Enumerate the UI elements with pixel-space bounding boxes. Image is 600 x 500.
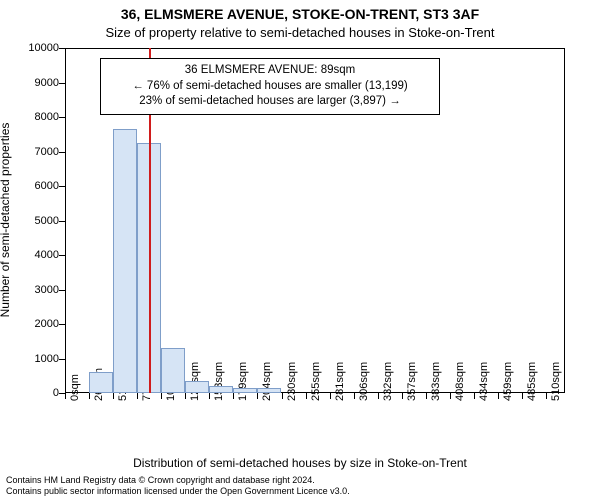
x-tick-label: 153sqm [213, 362, 225, 401]
x-tick-label: 434sqm [478, 362, 490, 401]
x-tick-label: 459sqm [502, 362, 514, 401]
x-tick [354, 393, 355, 399]
histogram-chart: 0100020003000400050006000700080009000100… [65, 48, 565, 393]
x-tick-label: 510sqm [550, 362, 562, 401]
y-tick-label: 5000 [3, 215, 59, 227]
histogram-bar [113, 129, 137, 393]
x-axis-label: Distribution of semi-detached houses by … [0, 456, 600, 470]
x-tick-label: 306sqm [358, 362, 370, 401]
annotation-line-1: 36 ELMSMERE AVENUE: 89sqm [107, 63, 433, 79]
page-root: 36, ELMSMERE AVENUE, STOKE-ON-TRENT, ST3… [0, 0, 600, 500]
property-annotation: 36 ELMSMERE AVENUE: 89sqm← 76% of semi-d… [100, 58, 440, 115]
y-tick-label: 9000 [3, 77, 59, 89]
x-tick-label: 204sqm [261, 362, 273, 401]
x-tick [185, 393, 186, 399]
histogram-bar [89, 372, 113, 393]
x-tick [233, 393, 234, 399]
y-tick-label: 1000 [3, 353, 59, 365]
y-tick-label: 0 [3, 387, 59, 399]
x-tick [137, 393, 138, 399]
x-tick [330, 393, 331, 399]
histogram-bar [233, 388, 257, 393]
x-tick [402, 393, 403, 399]
x-tick [113, 393, 114, 399]
x-tick [306, 393, 307, 399]
x-tick [209, 393, 210, 399]
x-tick [474, 393, 475, 399]
annotation-line-3: 23% of semi-detached houses are larger (… [107, 94, 433, 110]
y-tick [59, 290, 65, 291]
x-tick [89, 393, 90, 399]
y-tick [59, 152, 65, 153]
footer-line-1: Contains HM Land Registry data © Crown c… [6, 475, 315, 485]
y-tick-label: 8000 [3, 111, 59, 123]
footer-attribution: Contains HM Land Registry data © Crown c… [6, 475, 350, 498]
y-tick [59, 221, 65, 222]
chart-subtitle: Size of property relative to semi-detach… [0, 25, 600, 40]
x-tick [522, 393, 523, 399]
y-tick-label: 7000 [3, 146, 59, 158]
y-tick [59, 255, 65, 256]
footer-line-2: Contains public sector information licen… [6, 486, 350, 496]
y-tick [59, 117, 65, 118]
chart-title: 36, ELMSMERE AVENUE, STOKE-ON-TRENT, ST3… [0, 6, 600, 22]
x-tick [378, 393, 379, 399]
y-tick [59, 186, 65, 187]
x-tick-label: 357sqm [406, 362, 418, 401]
histogram-bar [161, 348, 185, 393]
x-tick [282, 393, 283, 399]
x-tick-label: 179sqm [237, 362, 249, 401]
x-tick [161, 393, 162, 399]
y-tick [59, 359, 65, 360]
y-tick-label: 3000 [3, 284, 59, 296]
y-tick-label: 10000 [3, 42, 59, 54]
x-tick-label: 281sqm [334, 362, 346, 401]
x-tick-label: 0sqm [69, 374, 81, 401]
x-tick-label: 255sqm [310, 362, 322, 401]
y-tick [59, 83, 65, 84]
x-tick-label: 383sqm [430, 362, 442, 401]
y-tick-label: 4000 [3, 249, 59, 261]
x-tick [450, 393, 451, 399]
x-tick-label: 485sqm [526, 362, 538, 401]
x-tick [65, 393, 66, 399]
x-tick-label: 332sqm [382, 362, 394, 401]
x-tick-label: 230sqm [286, 362, 298, 401]
y-tick-label: 2000 [3, 318, 59, 330]
histogram-bar [257, 388, 281, 393]
y-tick [59, 324, 65, 325]
x-tick-label: 408sqm [454, 362, 466, 401]
y-tick [59, 48, 65, 49]
histogram-bar [209, 386, 233, 393]
x-tick [546, 393, 547, 399]
y-tick-label: 6000 [3, 180, 59, 192]
x-tick [498, 393, 499, 399]
x-tick [426, 393, 427, 399]
x-tick [257, 393, 258, 399]
annotation-line-2: ← 76% of semi-detached houses are smalle… [107, 79, 433, 95]
histogram-bar [185, 381, 209, 393]
